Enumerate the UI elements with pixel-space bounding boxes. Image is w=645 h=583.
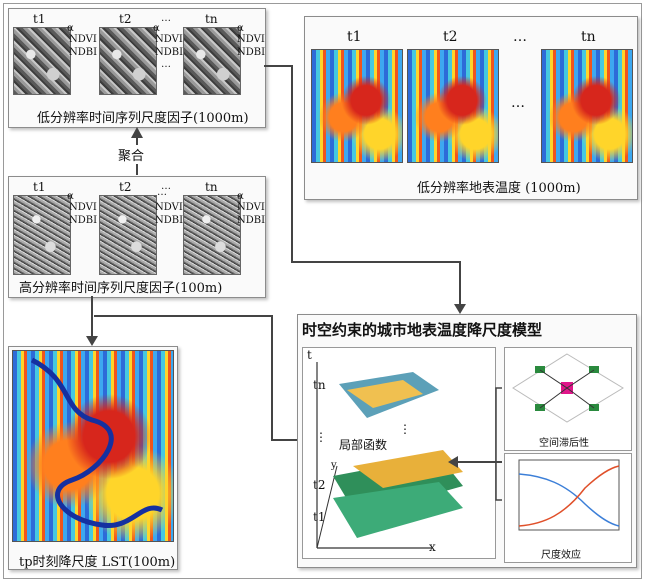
surface-diagram: t tn ⋮ ⋮ 局部函数 t2 t1 y x xyxy=(302,347,496,559)
low-res-factors-caption: 低分辨率时间序列尺度因子(1000m) xyxy=(37,111,249,126)
ndbi-label: NDBI xyxy=(237,47,266,58)
high-res-factors-caption: 高分辨率时间序列尺度因子(100m) xyxy=(19,281,223,296)
t2-surface-label: t2 xyxy=(313,478,326,492)
low-res-factor-image-t2 xyxy=(99,27,157,95)
alpha-label: α xyxy=(67,191,74,202)
x-axis-label: x xyxy=(429,540,436,554)
aggregation-label: 聚合 xyxy=(118,145,145,164)
time-label-tn: tn xyxy=(581,29,596,45)
model-title: 时空约束的城市地表温度降尺度模型 xyxy=(302,321,543,339)
tn-surface-label: tn xyxy=(313,378,326,392)
low-res-factor-image-tn xyxy=(183,27,241,95)
low-res-lst-image-t2 xyxy=(407,49,499,163)
low-res-factor-image-t1 xyxy=(13,27,71,95)
ndvi-label: NDVI xyxy=(155,34,183,45)
ellipsis-label: … xyxy=(161,59,171,70)
ndvi-label: NDVI xyxy=(155,202,183,213)
surface-layers xyxy=(316,362,463,549)
local-function-label: 局部函数 xyxy=(339,438,388,452)
high-res-factor-image-tn xyxy=(183,195,241,275)
ndvi-label: NDVI xyxy=(237,202,265,213)
downscaled-lst-caption: tp时刻降尺度 LST(100m) xyxy=(19,555,176,570)
time-label-tn: tn xyxy=(205,180,218,194)
ellipsis-label: … xyxy=(513,29,527,45)
ellipsis-label: … xyxy=(161,181,171,192)
scale-effect-label: 尺度效应 xyxy=(541,550,581,561)
low-res-lst-image-tn xyxy=(541,49,633,163)
scale-effect-plot xyxy=(518,459,620,531)
spatial-lag-network xyxy=(512,353,624,423)
time-label-t1: t1 xyxy=(33,180,46,194)
ellipsis-label: … xyxy=(157,187,167,198)
vdots-label: ⋮ xyxy=(315,430,327,444)
time-label-t1: t1 xyxy=(347,29,362,45)
ellipsis-label: … xyxy=(161,13,171,24)
ndvi-label: NDVI xyxy=(69,202,97,213)
t1-surface-label: t1 xyxy=(313,510,326,524)
time-label-tn: tn xyxy=(205,12,218,26)
time-label-t1: t1 xyxy=(33,12,46,26)
spatial-lag-diagram: 空间滞后性 xyxy=(504,347,632,451)
low-res-factors-panel: t1 t2 … tn α NDVI NDBI α NDVI NDBI α NDV… xyxy=(8,8,266,128)
time-label-t2: t2 xyxy=(443,29,458,45)
ndbi-label: NDBI xyxy=(237,215,266,226)
high-res-factors-panel: t1 t2 … tn α NDVI NDBI … NDVI NDBI α NDV… xyxy=(8,176,266,298)
ndbi-label: NDBI xyxy=(155,47,184,58)
time-label-t2: t2 xyxy=(119,12,132,26)
t-axis-label: t xyxy=(307,348,312,362)
low-res-lst-image-t1 xyxy=(311,49,403,163)
ellipsis-label: … xyxy=(511,95,525,111)
alpha-label: α xyxy=(153,23,160,34)
model-panel: 时空约束的城市地表温度降尺度模型 t tn ⋮ ⋮ 局部函数 t2 t1 y x xyxy=(297,314,637,568)
ndbi-label: NDBI xyxy=(69,47,98,58)
alpha-label: α xyxy=(237,191,244,202)
y-axis-label: y xyxy=(331,460,337,471)
river-outline xyxy=(30,357,164,529)
result-panel: tp时刻降尺度 LST(100m) xyxy=(8,346,178,570)
high-res-factor-image-t2 xyxy=(99,195,157,275)
time-label-t2: t2 xyxy=(119,180,132,194)
low-res-lst-panel: t1 t2 … tn … 低分辨率地表温度 (1000m) xyxy=(304,16,638,200)
alpha-label: α xyxy=(237,23,244,34)
alpha-label: α xyxy=(67,23,74,34)
scale-effect-diagram: 尺度效应 xyxy=(504,453,632,563)
high-res-factor-image-t1 xyxy=(13,195,71,275)
ndbi-label: NDBI xyxy=(155,215,184,226)
ndvi-label: NDVI xyxy=(237,34,265,45)
ndbi-label: NDBI xyxy=(69,215,98,226)
low-res-lst-caption: 低分辨率地表温度 (1000m) xyxy=(417,181,581,196)
spatial-lag-label: 空间滞后性 xyxy=(539,438,589,449)
vdots-label: ⋮ xyxy=(399,422,411,436)
ndvi-label: NDVI xyxy=(69,34,97,45)
